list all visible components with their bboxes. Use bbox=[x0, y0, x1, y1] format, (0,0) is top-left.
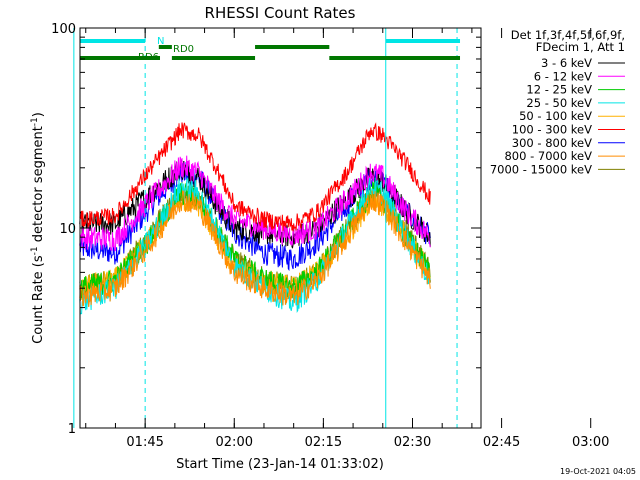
marker-layer bbox=[73, 28, 458, 428]
y-axis: 1 10 100 bbox=[51, 22, 481, 437]
legend: Det 1f,3f,4f,5f,6f,9f, FDecim 1, Att 1 3… bbox=[490, 28, 625, 176]
legend-header-line-1: Det 1f,3f,4f,5f,6f,9f, bbox=[511, 28, 625, 42]
x-tick-label: 02:45 bbox=[483, 435, 520, 450]
flag-label: RD6 bbox=[138, 52, 159, 63]
y-axis-label-part: -1 bbox=[30, 246, 40, 255]
legend-entry-label: 800 - 7000 keV bbox=[504, 149, 592, 163]
series-line bbox=[79, 189, 431, 308]
x-axis-label: Start Time (23-Jan-14 01:33:02) bbox=[176, 457, 384, 472]
flag-label: RD0 bbox=[173, 44, 194, 55]
y-tick-label: 1 bbox=[68, 422, 76, 437]
legend-header-line-2: FDecim 1, Att 1 bbox=[536, 40, 625, 54]
series-line bbox=[79, 159, 431, 249]
y-axis-label-part: detector segment bbox=[31, 126, 46, 246]
chart-title: RHESSI Count Rates bbox=[205, 4, 356, 22]
y-axis-label: Count Rate (s-1 detector segment-1) bbox=[30, 112, 46, 344]
legend-entry-label: 300 - 800 keV bbox=[512, 136, 592, 150]
flag-layer: N RD0 RD6 bbox=[80, 36, 461, 63]
x-tick-label: 02:15 bbox=[305, 435, 342, 450]
x-tick-label: 02:00 bbox=[216, 435, 253, 450]
y-axis-label-part: ) bbox=[31, 112, 46, 117]
series-line bbox=[79, 155, 431, 252]
y-axis-label-part: Count Rate (s bbox=[31, 255, 46, 344]
legend-entry-label: 7000 - 15000 keV bbox=[490, 162, 592, 176]
legend-entry-label: 25 - 50 keV bbox=[526, 96, 592, 110]
x-tick-label: 02:30 bbox=[394, 435, 431, 450]
y-axis-label-part: -1 bbox=[30, 117, 40, 126]
y-tick-label: 100 bbox=[51, 22, 76, 37]
legend-entry-label: 12 - 25 keV bbox=[526, 83, 592, 97]
y-tick-label: 10 bbox=[59, 222, 76, 237]
legend-entry-label: 100 - 300 keV bbox=[512, 123, 592, 137]
series-line bbox=[79, 122, 431, 232]
x-tick-label: 01:45 bbox=[126, 435, 163, 450]
x-axis: 01:45 02:00 02:15 02:30 02:45 03:00 bbox=[85, 28, 609, 450]
legend-entry-label: 6 - 12 keV bbox=[534, 69, 592, 83]
series-layer bbox=[79, 122, 431, 315]
footer-timestamp: 19-Oct-2021 04:05 bbox=[560, 467, 636, 476]
x-tick-label: 03:00 bbox=[572, 435, 609, 450]
legend-entry-label: 3 - 6 keV bbox=[541, 56, 592, 70]
legend-entry-label: 50 - 100 keV bbox=[519, 109, 592, 123]
flag-label: N bbox=[157, 36, 164, 47]
